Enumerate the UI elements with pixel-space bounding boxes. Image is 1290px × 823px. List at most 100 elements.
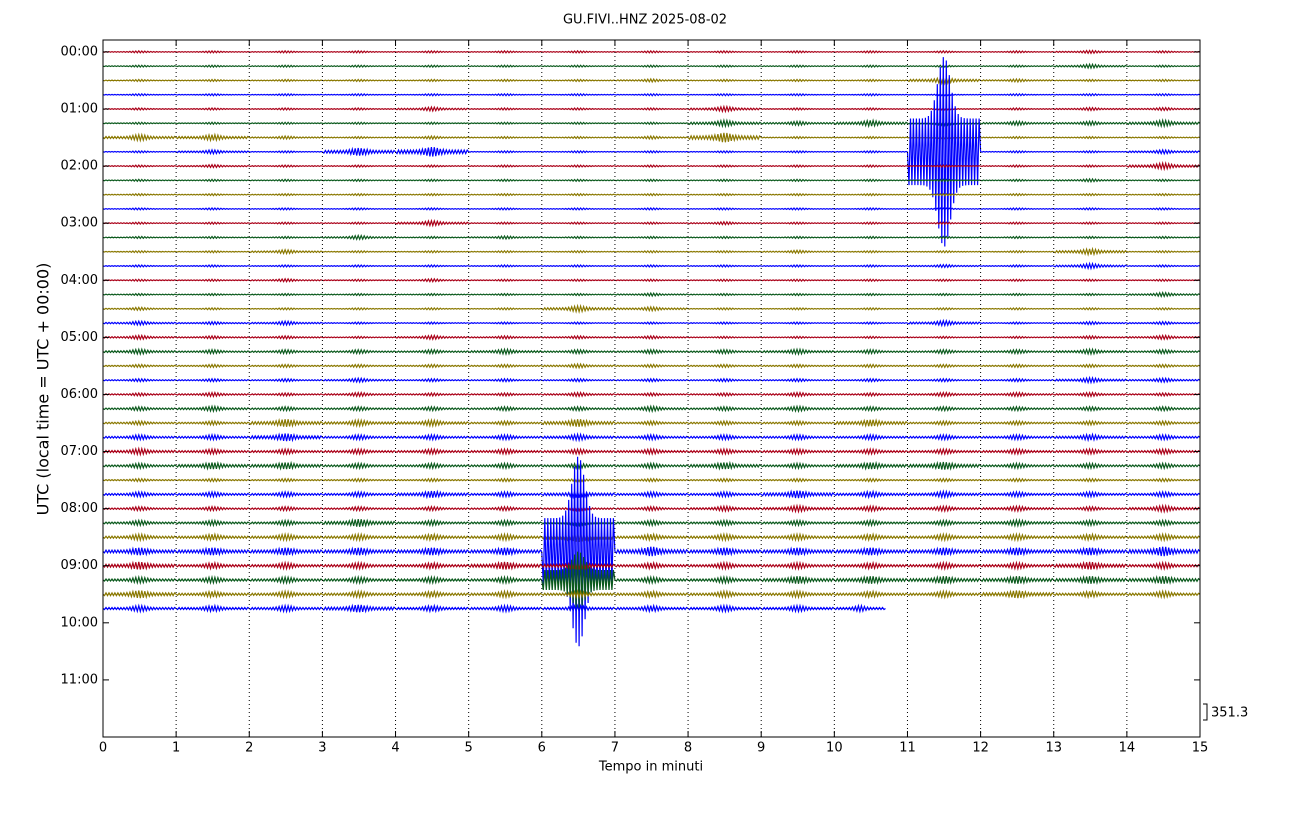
axes-frame <box>102 39 1201 738</box>
waveform-segment <box>1126 531 1201 543</box>
waveform-segment <box>102 178 177 183</box>
waveform-segment <box>249 235 323 240</box>
waveform-segment <box>322 531 396 543</box>
waveform-segment <box>907 164 981 168</box>
waveform-segment <box>1053 405 1128 413</box>
waveform-segment <box>833 447 908 456</box>
waveform-segment <box>102 235 177 240</box>
waveform-segment <box>907 348 981 356</box>
waveform-segment <box>614 134 689 141</box>
waveform-segment <box>468 391 542 398</box>
waveform-segment <box>614 178 689 183</box>
waveform-segment <box>761 377 835 383</box>
waveform-segment <box>1126 135 1201 140</box>
waveform-segment <box>1126 192 1201 197</box>
waveform-segment <box>907 504 981 513</box>
waveform-segment <box>1053 477 1128 483</box>
waveform-segment <box>760 546 835 557</box>
waveform-segment <box>395 333 469 341</box>
waveform-segment <box>907 405 981 413</box>
waveform-segment <box>468 334 542 341</box>
waveform-segment <box>1053 560 1128 571</box>
waveform-segment <box>102 531 177 543</box>
x-tick-label: 4 <box>391 741 399 756</box>
waveform-segment <box>614 505 689 513</box>
waveform-segment <box>980 419 1054 427</box>
waveform-segment <box>614 149 689 154</box>
waveform-segment <box>322 405 396 413</box>
waveform-segment <box>175 132 250 143</box>
waveform-segment <box>687 49 762 54</box>
waveform-segment <box>468 64 542 69</box>
waveform-segment <box>687 335 762 340</box>
waveform-segment <box>175 447 250 456</box>
waveform-segment <box>102 92 177 97</box>
waveform-segment <box>321 603 396 614</box>
waveform-segment <box>248 546 323 557</box>
waveform-segment <box>395 461 469 471</box>
waveform-segment <box>614 532 689 543</box>
waveform-segment <box>1126 575 1201 586</box>
waveform-segment <box>834 164 908 168</box>
waveform-segment <box>760 391 835 398</box>
waveform-segment <box>980 264 1054 268</box>
waveform-segment <box>834 221 908 226</box>
waveform-segment <box>468 149 542 154</box>
waveform-segment <box>322 233 396 241</box>
x-tick-label: 15 <box>1192 741 1209 756</box>
waveform-segment <box>980 64 1054 69</box>
waveform-segment <box>760 589 835 600</box>
waveform-segment <box>175 178 250 183</box>
x-tick-label: 3 <box>318 741 326 756</box>
waveform-segment <box>1126 490 1201 499</box>
waveform-segment <box>541 221 616 226</box>
waveform-segment <box>614 603 689 614</box>
waveform-segment <box>175 249 250 254</box>
waveform-segment <box>249 107 323 111</box>
waveform-segment <box>175 107 250 111</box>
waveform-segment <box>102 221 177 226</box>
waveform-segment <box>322 278 396 283</box>
waveform-segment <box>175 419 250 427</box>
waveform-segment <box>541 192 616 197</box>
waveform-segment <box>687 460 762 471</box>
waveform-segment <box>1053 278 1128 283</box>
waveform-segment <box>322 477 396 483</box>
waveform-segment <box>1053 78 1128 83</box>
waveform-segment <box>468 377 542 383</box>
waveform-segment <box>468 347 543 356</box>
y-tick-label: 10:00 <box>61 615 98 630</box>
waveform-segment <box>175 292 250 297</box>
waveform-segment <box>248 447 323 456</box>
waveform-segment <box>1126 376 1201 384</box>
waveform-segment <box>760 404 835 414</box>
waveform-segment <box>687 504 762 513</box>
waveform-segment <box>468 49 542 54</box>
waveform-segment <box>980 278 1054 283</box>
waveform-segment <box>248 432 323 443</box>
waveform-segment <box>322 505 396 513</box>
waveform-segment <box>833 418 908 428</box>
waveform-segment <box>1053 461 1128 471</box>
waveform-segment <box>1126 278 1201 283</box>
waveform-segment <box>1126 333 1201 341</box>
waveform-segment <box>834 432 908 442</box>
waveform-segment <box>1126 405 1201 413</box>
waveform-segment <box>102 603 177 614</box>
waveform-segment <box>687 178 762 183</box>
waveform-segment <box>468 419 543 427</box>
waveform-segment <box>834 64 908 69</box>
waveform-segment <box>468 321 542 325</box>
waveform-segment <box>980 221 1054 226</box>
waveform-segment <box>395 603 470 614</box>
waveform-segment <box>102 446 177 457</box>
waveform-segment <box>980 490 1055 499</box>
waveform-segment <box>102 589 177 600</box>
waveform-segment <box>468 490 543 499</box>
waveform-segment <box>980 292 1054 297</box>
waveform-segment <box>249 49 323 54</box>
waveform-segment <box>175 518 250 528</box>
waveform-segment <box>249 334 323 341</box>
waveform-segment <box>1053 149 1128 154</box>
waveform-segment <box>175 49 250 54</box>
